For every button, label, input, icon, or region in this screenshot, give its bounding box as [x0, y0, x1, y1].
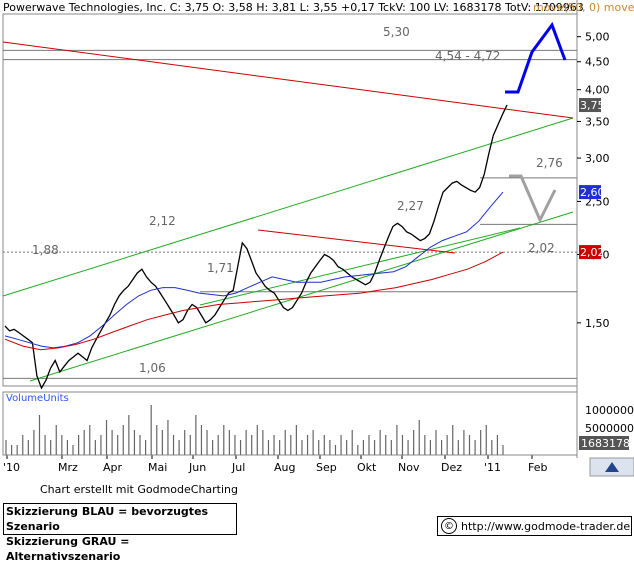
- price-badge-label: 2,60: [580, 186, 605, 199]
- y-tick-label: 4,00: [585, 84, 610, 97]
- level-annotation: 2,12: [149, 214, 176, 228]
- y-tick-label: 3,50: [585, 115, 610, 128]
- legend-blue: Skizzierung BLAU = bevorzugtes Szenario: [6, 505, 209, 533]
- x-tick-label: Feb: [528, 461, 547, 474]
- sma-label: move(50, 0) move(200: [533, 1, 634, 14]
- channel-lower: [29, 211, 574, 382]
- level-annotation: 1,71: [207, 261, 234, 275]
- x-tick-label: Mai: [148, 461, 167, 474]
- long-resistance: [2, 41, 574, 119]
- plot-frame: [2, 13, 578, 387]
- scenario-gray: [509, 174, 557, 224]
- chart-credit: Chart erstellt mit GodmodeCharting: [40, 483, 238, 496]
- level-annotation: 4,54 - 4,72: [435, 49, 500, 63]
- copyright-icon: ©: [441, 518, 457, 534]
- x-tick-label: '11: [484, 461, 501, 474]
- level-annotation: 1,06: [139, 361, 166, 375]
- level-annotation: 2,27: [397, 199, 424, 213]
- price-badge-label: 3,75: [580, 99, 605, 112]
- price-line: [4, 104, 508, 390]
- short-resistance: [257, 229, 456, 254]
- y-tick-label: 5,00: [585, 31, 610, 44]
- x-tick-label: Nov: [398, 461, 420, 474]
- x-tick-label: Dez: [441, 461, 462, 474]
- volume-badge-bg: [579, 436, 629, 450]
- sma50-line: [4, 191, 504, 349]
- level-annotation: 1,88: [32, 243, 59, 257]
- volume-badge-label: 1683178: [581, 437, 630, 450]
- scenario-legend: Skizzierung BLAU = bevorzugtes Szenario …: [3, 503, 237, 563]
- y-tick-label: 3,00: [585, 152, 610, 165]
- level-annotation: 2,76: [536, 156, 563, 170]
- price-badge-bg: [579, 185, 601, 200]
- scenario-blue: [505, 21, 567, 94]
- chart-svg: 5,004,504,003,503,002,502,001,505,304,54…: [2, 0, 634, 477]
- volume-frame: [2, 391, 578, 456]
- x-tick-label: '10: [3, 461, 20, 474]
- x-tick-label: Mrz: [58, 461, 78, 474]
- level-annotation: 5,30: [383, 25, 410, 39]
- url-box[interactable]: © http://www.godmode-trader.de: [437, 516, 632, 536]
- quote-line: C: 3,75 O: 3,58 H: 3,81 L: 3,55 +0,17 Tc…: [169, 1, 584, 14]
- x-tick-label: Apr: [103, 461, 123, 474]
- price-badge-bg: [579, 245, 601, 260]
- x-tick-label: Okt: [357, 461, 377, 474]
- price-badge-label: 2,02: [580, 246, 605, 259]
- volume-tick-label: 10000000: [585, 404, 634, 417]
- channel-upper: [2, 117, 574, 297]
- sma200-line: [4, 251, 504, 351]
- x-tick-label: Jul: [231, 461, 245, 474]
- price-badge-bg: [579, 98, 601, 113]
- url-text: http://www.godmode-trader.de: [461, 519, 631, 533]
- header-quote: Powerwave Technologies, Inc. C: 3,75 O: …: [3, 1, 584, 14]
- channel-inner: [199, 227, 521, 306]
- nav-arrow-icon: [605, 462, 619, 472]
- y-tick-label: 4,50: [585, 56, 610, 69]
- company-name: Powerwave Technologies, Inc.: [3, 1, 167, 14]
- level-annotation: 2,02: [528, 241, 555, 255]
- volume-label: VolumeUnits: [6, 393, 69, 404]
- x-tick-label: Jun: [188, 461, 206, 474]
- x-tick-label: Sep: [316, 461, 337, 474]
- volume-tick-label: 5000000: [585, 422, 634, 435]
- x-tick-label: Aug: [274, 461, 295, 474]
- y-tick-label: 1,50: [585, 317, 610, 330]
